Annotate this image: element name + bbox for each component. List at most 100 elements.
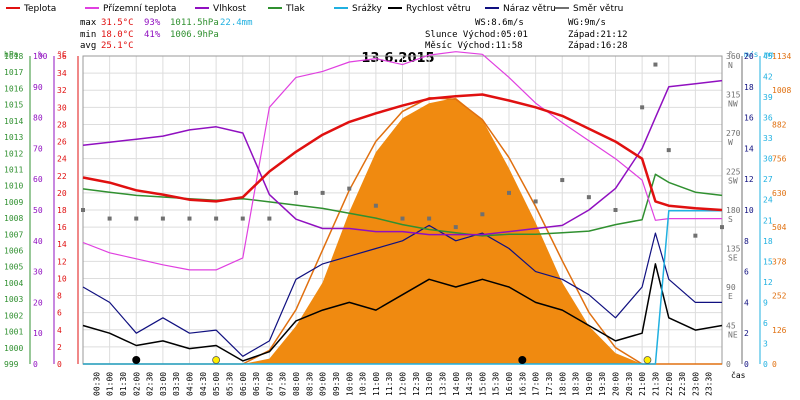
wind-dir-point [640,105,645,110]
rad-tick: 378 [772,257,787,266]
sun-marker [212,356,221,364]
press-tick: 1016 [4,84,23,93]
rain-tick: 42 [763,73,773,82]
press-tick: 1006 [4,247,23,256]
x-tick-label: 10:00 [345,372,354,396]
rain-tick: 0 [763,360,768,369]
wind-dir-point [400,216,405,221]
press-tick: 1001 [4,328,23,337]
legend-label: Srážky [352,4,383,14]
x-axis-ticks: 00:30 01:00 01:30 02:00 02:30 03:00 03:30 04:00… [92,372,713,396]
temp-tick: 34 [57,69,67,78]
x-tick-label: 02:30 [146,372,155,396]
x-tick-label: 23:30 [705,372,714,396]
legend-label: Přízemní teplota [103,4,176,14]
rain-tick: 33 [763,134,773,143]
wind-dir-point [666,148,671,153]
rain-tick: 3 [763,339,768,348]
stat-min-press: 1006.9hPa [170,30,219,40]
stat-avg-temp: 25.1°C [101,41,134,51]
sun-marker [643,356,652,364]
x-tick-label: 07:30 [279,372,288,396]
temp-tick: 16 [57,223,67,232]
wind-dir-point [294,190,298,195]
wind-tick: 4 [744,298,749,307]
dir-tick: 315 [726,91,741,100]
rain-tick: 21 [763,216,773,225]
temp-unit: °C [57,50,67,59]
stat-moon-set: Západ:16:28 [568,41,628,51]
moon-marker [132,356,141,364]
x-tick-label: 07:00 [265,372,274,396]
x-tick-label: 13:00 [425,372,434,396]
x-tick-label: 05:30 [225,372,234,396]
x-tick-label: 11:30 [385,372,394,396]
press-tick: 999 [4,360,19,369]
temp-tick: 18 [57,206,67,215]
x-tick-label: 09:30 [332,372,341,396]
rad-tick: 1008 [772,86,791,95]
ground-temp-line [82,51,722,271]
rain-tick: 45 [763,52,773,61]
temp-tick: 22 [57,172,67,181]
wind-dir-point [134,216,139,221]
hum-tick: 10 [33,329,43,338]
x-tick-label: 08:00 [292,372,301,396]
hum-tick: 90 [33,83,43,92]
x-axis-label: čas [731,370,746,380]
rain-tick: 18 [763,237,773,246]
hum-tick: 100 [33,52,48,61]
wind-dir-point [693,233,698,238]
x-tick-label: 06:30 [252,372,261,396]
temp-tick: 0 [57,360,62,369]
dir-tick: 45 [726,322,736,331]
temp-tick: 8 [57,292,62,301]
dir-tick: 360 [726,52,741,61]
wind-unit: m/s [744,50,759,59]
dir-tick: 0 [726,360,731,369]
stat-min-hum: 41% [144,30,161,40]
press-tick: 1014 [4,117,23,126]
temp-tick: 24 [57,155,67,164]
x-tick-label: 00:30 [92,372,101,396]
wind-dir-point [373,203,378,208]
hum-tick: 20 [33,298,43,307]
stat-max-press: 1011.5hPa [170,18,219,28]
wind-dir-point [107,216,112,221]
wind-tick: 14 [744,144,754,153]
rad-tick: 504 [772,223,787,232]
hum-tick: 50 [33,206,43,215]
x-tick-label: 15:30 [492,372,501,396]
rain-line [83,209,722,365]
stat-wg: WG:9m/s [568,18,606,28]
dir-tick: 225 [726,168,741,177]
rain-tick: 9 [763,298,768,307]
x-tick-label: 18:30 [572,372,581,396]
dir-unit: ° [728,50,733,59]
hum-tick: 30 [33,268,43,277]
legend-label: Vlhkost [213,4,246,14]
x-tick-label: 10:30 [359,372,368,396]
hum-tick: 40 [33,237,43,246]
wind-dir-point [507,190,511,195]
x-tick-label: 01:00 [106,372,115,396]
stat-max-label: max [80,18,97,28]
press-tick: 1000 [4,344,23,353]
temp-tick: 4 [57,326,62,335]
legend: Teplota Přízemní teplota Vlhkost Tlak Srážky… [6,4,623,14]
x-tick-label: 17:30 [545,372,554,396]
x-tick-label: 05:00 [212,372,221,396]
press-tick: 1010 [4,182,23,191]
rad-tick: 126 [772,326,787,335]
stat-max-rain: 22.4mm [220,18,253,28]
stat-sun-set: Západ:21:12 [568,30,628,40]
x-tick-label: 18:00 [558,372,567,396]
wind-dir-point [560,178,565,183]
x-tick-label: 01:30 [119,372,128,396]
dir-tick: 270 [726,129,741,138]
dir-name-tick: S [728,215,733,224]
wind-dir-point [653,62,658,67]
stat-max-hum: 93% [144,18,161,28]
wind-dir-point [720,225,724,230]
